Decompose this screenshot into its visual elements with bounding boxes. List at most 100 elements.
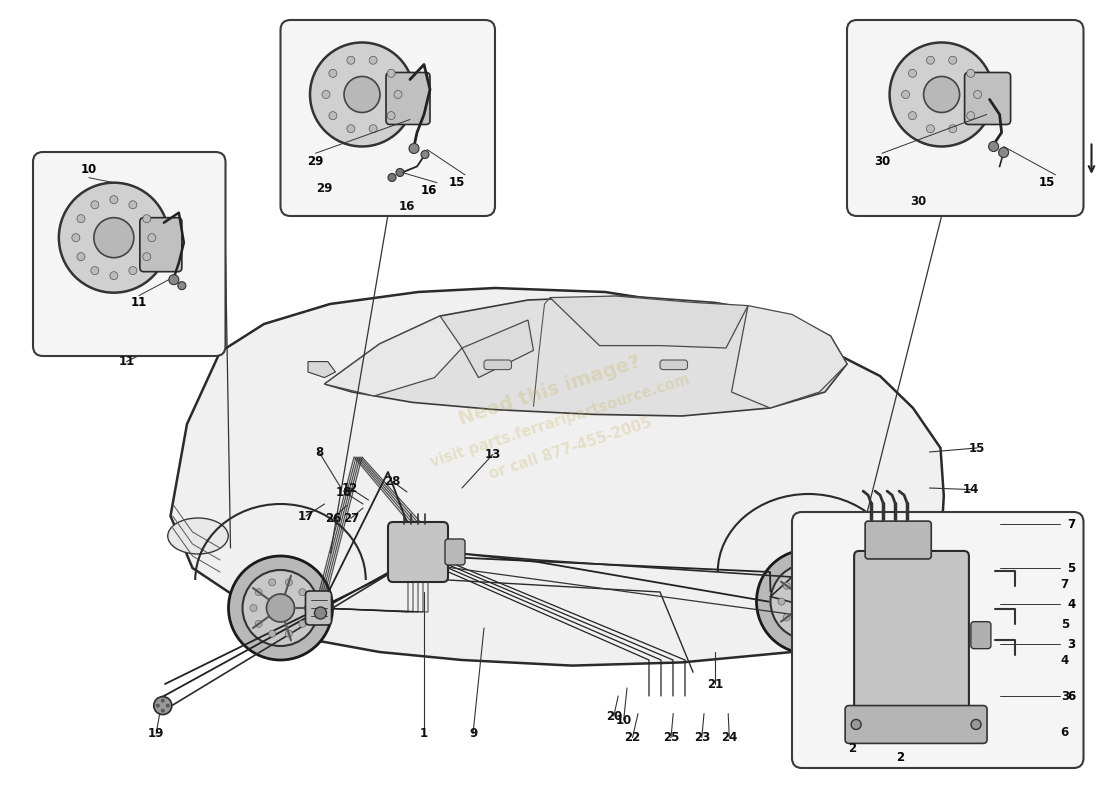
Text: 15: 15 — [969, 442, 984, 454]
Circle shape — [58, 182, 169, 293]
FancyBboxPatch shape — [306, 591, 331, 625]
Text: 7: 7 — [1060, 578, 1069, 590]
Circle shape — [387, 70, 395, 78]
Text: 30: 30 — [911, 195, 926, 208]
Circle shape — [143, 253, 151, 261]
Circle shape — [902, 90, 910, 98]
Circle shape — [156, 704, 160, 707]
Text: 28: 28 — [385, 475, 400, 488]
Text: 11: 11 — [131, 296, 147, 309]
FancyBboxPatch shape — [446, 539, 465, 565]
Circle shape — [299, 589, 306, 596]
Text: 23: 23 — [694, 731, 710, 744]
Text: 13: 13 — [485, 448, 501, 461]
Circle shape — [813, 624, 821, 630]
Circle shape — [110, 272, 118, 280]
Text: 10: 10 — [80, 163, 97, 176]
Circle shape — [315, 607, 327, 619]
Text: 22: 22 — [625, 731, 640, 744]
Text: or call 877-455-2005: or call 877-455-2005 — [487, 414, 653, 482]
Circle shape — [796, 624, 804, 630]
FancyBboxPatch shape — [660, 360, 688, 370]
Polygon shape — [170, 288, 944, 666]
Text: 25: 25 — [663, 731, 679, 744]
Circle shape — [110, 196, 118, 204]
Text: 21: 21 — [707, 678, 723, 690]
Circle shape — [388, 174, 396, 182]
FancyBboxPatch shape — [971, 622, 991, 649]
Circle shape — [948, 125, 957, 133]
Text: 26: 26 — [326, 512, 341, 525]
Circle shape — [154, 697, 172, 714]
Circle shape — [999, 147, 1009, 158]
Polygon shape — [324, 296, 847, 416]
Polygon shape — [324, 316, 462, 396]
Circle shape — [926, 56, 935, 64]
Circle shape — [832, 598, 839, 605]
Circle shape — [971, 719, 981, 730]
FancyBboxPatch shape — [847, 20, 1084, 216]
Circle shape — [322, 90, 330, 98]
Text: 18: 18 — [337, 486, 352, 498]
Text: 3: 3 — [1060, 690, 1069, 702]
Circle shape — [162, 709, 164, 712]
FancyBboxPatch shape — [854, 551, 969, 714]
Circle shape — [329, 70, 337, 78]
Circle shape — [166, 704, 169, 707]
Circle shape — [169, 274, 179, 285]
Circle shape — [147, 234, 156, 242]
Text: 27: 27 — [343, 512, 359, 525]
Polygon shape — [732, 306, 847, 408]
Text: 5: 5 — [1067, 562, 1076, 574]
Text: 9: 9 — [469, 727, 477, 740]
Circle shape — [783, 582, 790, 590]
Text: 5: 5 — [1060, 618, 1069, 630]
Circle shape — [967, 112, 975, 120]
Text: 24: 24 — [722, 731, 737, 744]
FancyBboxPatch shape — [388, 522, 448, 582]
Polygon shape — [462, 320, 534, 378]
Circle shape — [387, 112, 395, 120]
Text: 19: 19 — [148, 727, 164, 740]
Text: 1: 1 — [419, 727, 428, 740]
Circle shape — [77, 214, 85, 222]
Circle shape — [370, 56, 377, 64]
Text: 11: 11 — [119, 355, 134, 368]
Text: 14: 14 — [964, 483, 979, 496]
Circle shape — [285, 630, 293, 637]
Circle shape — [229, 556, 332, 660]
FancyBboxPatch shape — [484, 360, 512, 370]
Text: 2: 2 — [895, 751, 904, 764]
Circle shape — [129, 201, 136, 209]
Circle shape — [266, 594, 295, 622]
Text: 3: 3 — [1067, 638, 1076, 650]
FancyBboxPatch shape — [140, 218, 182, 272]
Circle shape — [304, 605, 311, 611]
Circle shape — [409, 143, 419, 154]
Circle shape — [285, 579, 293, 586]
Text: 10: 10 — [616, 714, 631, 726]
Circle shape — [890, 42, 993, 146]
Polygon shape — [550, 296, 748, 348]
Circle shape — [143, 214, 151, 222]
Text: 4: 4 — [1060, 654, 1069, 666]
Circle shape — [250, 605, 257, 611]
Circle shape — [94, 218, 134, 258]
Circle shape — [926, 125, 935, 133]
FancyBboxPatch shape — [965, 73, 1011, 125]
Circle shape — [344, 77, 380, 113]
Circle shape — [757, 550, 860, 654]
Circle shape — [72, 234, 80, 242]
Text: 6: 6 — [1060, 726, 1069, 738]
Text: 16: 16 — [399, 200, 415, 213]
Circle shape — [394, 90, 402, 98]
Text: 20: 20 — [606, 710, 621, 722]
Circle shape — [948, 56, 957, 64]
Circle shape — [310, 42, 414, 146]
Text: 4: 4 — [1067, 598, 1076, 610]
Circle shape — [178, 282, 186, 290]
Circle shape — [989, 142, 999, 151]
Circle shape — [827, 582, 834, 590]
Circle shape — [796, 573, 804, 579]
Circle shape — [91, 266, 99, 274]
